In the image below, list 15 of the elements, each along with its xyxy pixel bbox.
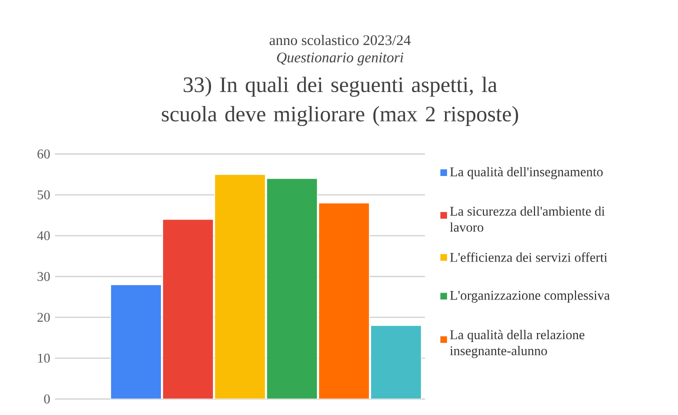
legend-label: La sicurezza dell'ambiente di lavoro bbox=[450, 206, 605, 232]
y-tick-label: 40 bbox=[37, 231, 50, 240]
y-tick-label: 10 bbox=[38, 354, 50, 363]
y-tick-label: 20 bbox=[38, 312, 50, 322]
legend-label: L'efficienza dei servizi offerti bbox=[450, 252, 608, 262]
chart-title: 33) In quali dei seguenti aspetti, la scuola deve migliorare (max 2 risposte) bbox=[162, 76, 518, 126]
legend-label: La qualità della relazione insegnante-alunno bbox=[450, 330, 584, 358]
y-tick-label: 0 bbox=[44, 394, 50, 404]
y-tick-label: 50 bbox=[38, 190, 50, 200]
y-tick-label: 60 bbox=[38, 150, 50, 158]
y-tick-label: 30 bbox=[38, 272, 50, 281]
chart-subtitle: anno scolastico 2023/24 bbox=[270, 34, 411, 46]
legend-label: La qualità dell'insegnamento bbox=[450, 166, 603, 180]
legend-label: L'organizzazione complessiva bbox=[450, 290, 610, 303]
text: Questionario genitori bbox=[277, 52, 404, 66]
